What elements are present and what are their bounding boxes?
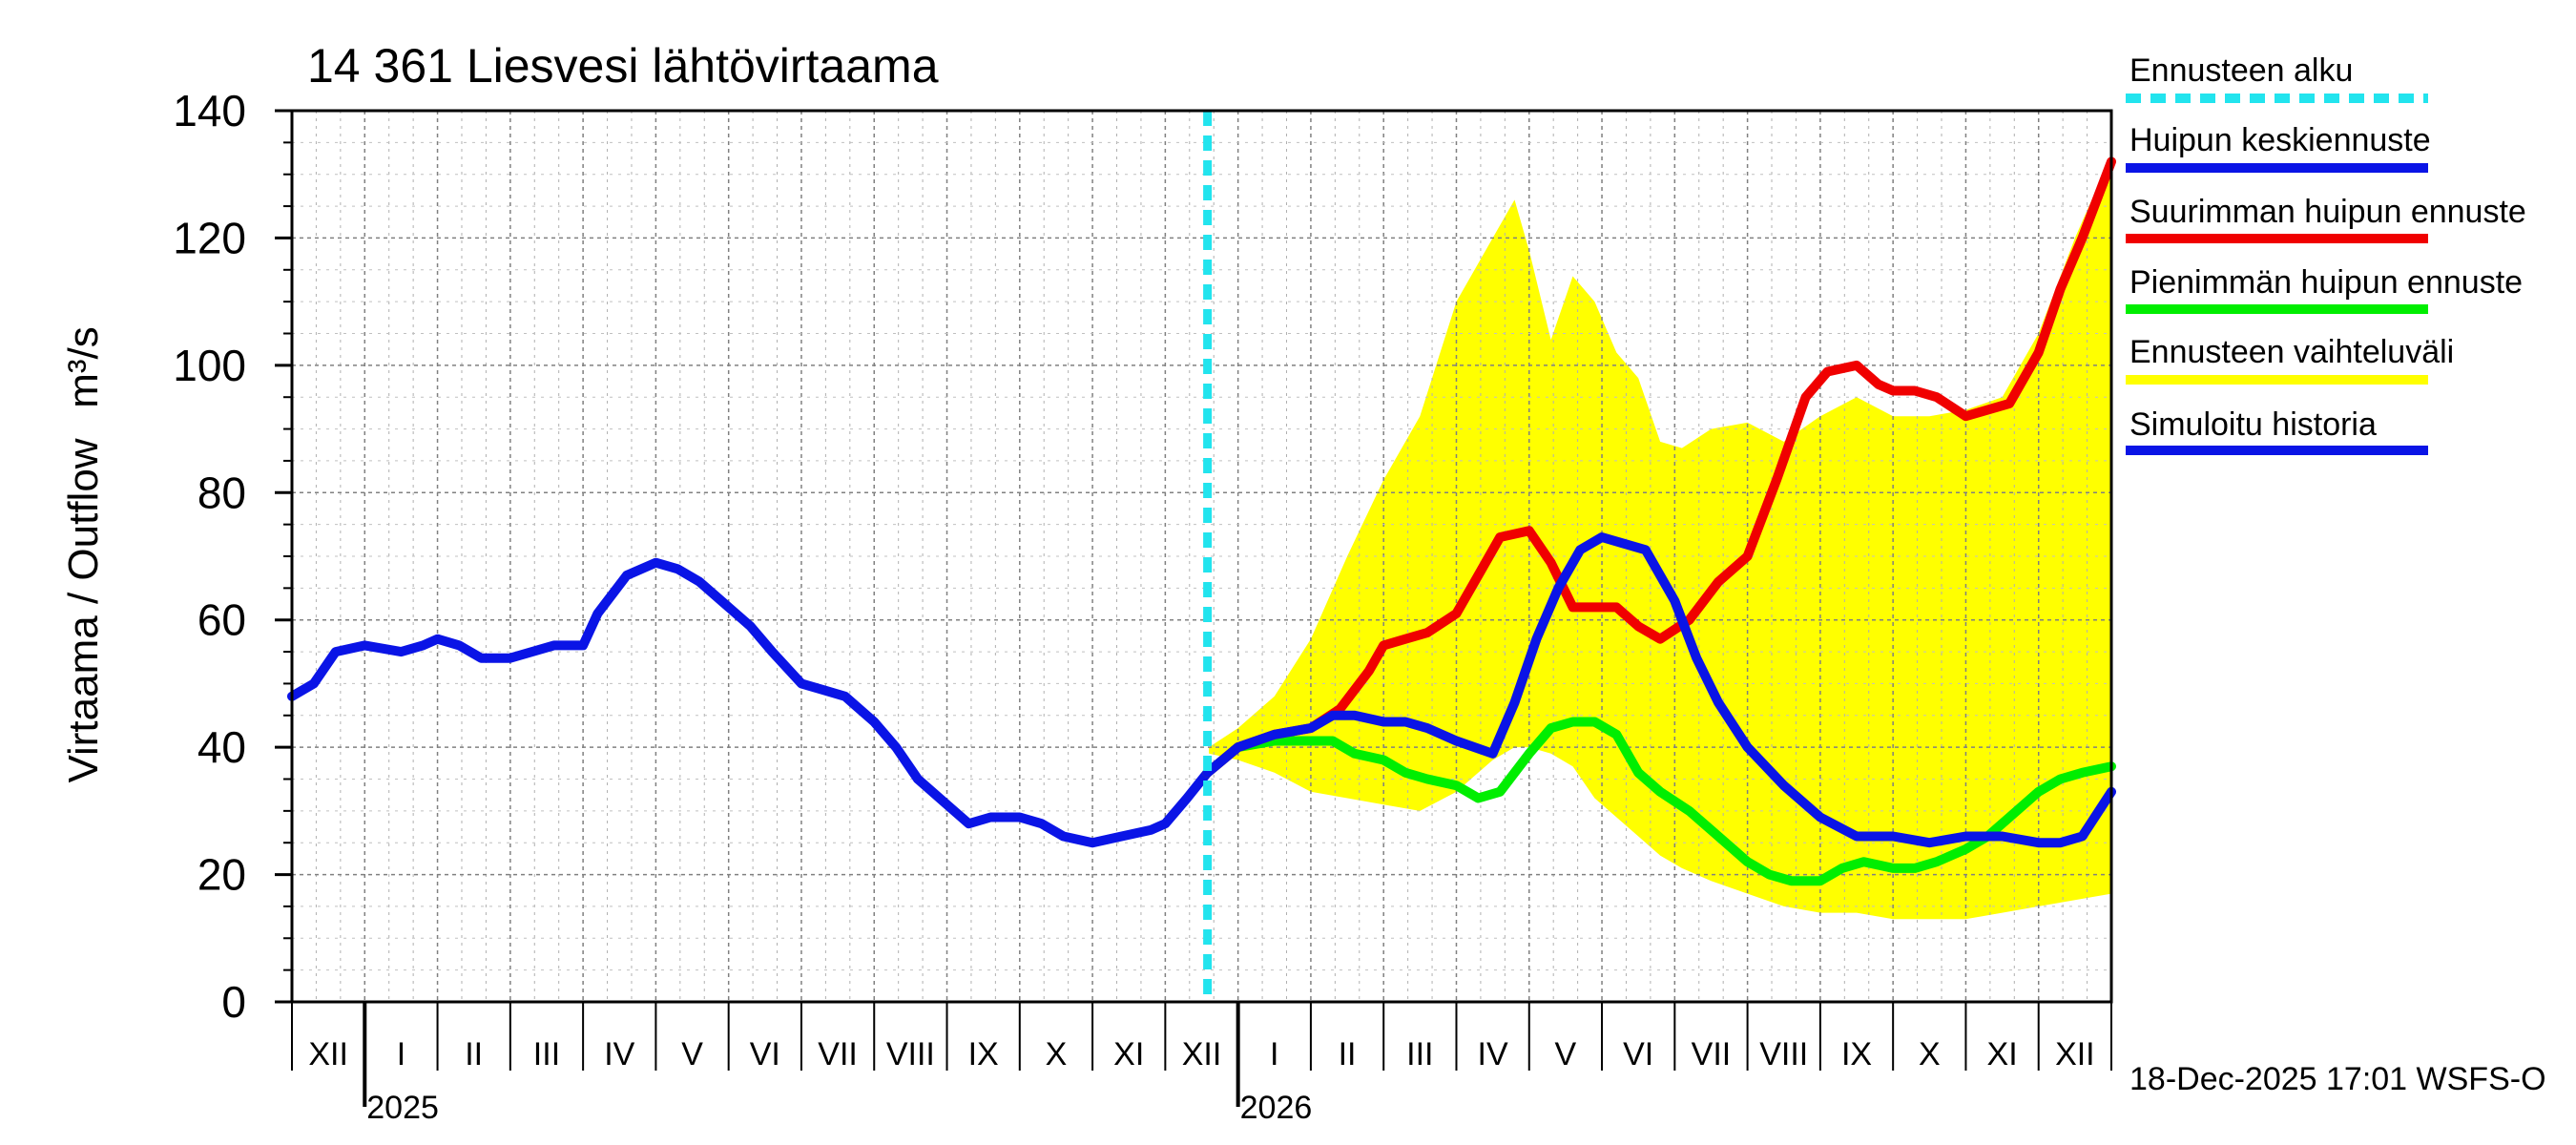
y-tick-label: 120 — [173, 213, 246, 262]
x-month-label: VII — [818, 1036, 858, 1072]
legend: Ennusteen alku Huipun keskiennuste Suurimm… — [2126, 52, 2526, 455]
x-month-label: II — [465, 1036, 483, 1072]
x-year-label: 2025 — [366, 1090, 439, 1126]
series-min-peak-forecast — [1202, 717, 2116, 886]
y-tick-label: 20 — [197, 850, 246, 900]
x-month-label: V — [1555, 1036, 1577, 1072]
x-month-label: XII — [2055, 1036, 2095, 1072]
x-month-label: III — [1406, 1036, 1433, 1072]
x-month-label: IV — [604, 1036, 634, 1072]
x-year-label: 2026 — [1240, 1090, 1313, 1126]
y-axis-unit: m³/s — [60, 326, 107, 408]
chart-title: 14 361 Liesvesi lähtövirtaama — [307, 39, 939, 93]
x-month-label: VII — [1692, 1036, 1732, 1072]
grid — [292, 111, 2111, 1002]
legend-label: Huipun keskiennuste — [2129, 122, 2431, 158]
x-month-label: XI — [1113, 1036, 1144, 1072]
x-month-label: I — [397, 1036, 405, 1072]
x-month-label: XI — [1987, 1036, 2018, 1072]
x-month-label: II — [1339, 1036, 1357, 1072]
legend-label: Ennusteen alku — [2129, 52, 2353, 89]
x-month-label: X — [1919, 1036, 1941, 1072]
y-tick-label: 140 — [173, 86, 246, 135]
y-axis: 0 20 40 60 80 100 120 140 — [173, 86, 292, 1027]
series-simulated-history — [287, 557, 1213, 848]
x-month-label: IX — [968, 1036, 999, 1072]
legend-label: Suurimman huipun ennuste — [2129, 194, 2526, 230]
x-month-label: VI — [1623, 1036, 1653, 1072]
series-mean-peak-forecast — [1202, 532, 2116, 848]
series-max-peak-forecast — [1202, 156, 2116, 778]
x-month-label: XII — [308, 1036, 348, 1072]
y-tick-label: 100 — [173, 341, 246, 390]
x-month-label: I — [1270, 1036, 1278, 1072]
x-month-label: IV — [1478, 1036, 1508, 1072]
x-month-label: X — [1046, 1036, 1068, 1072]
x-month-label: IX — [1841, 1036, 1872, 1072]
legend-label: Simuloitu historia — [2129, 406, 2377, 443]
series-lines — [287, 111, 2116, 1002]
y-tick-label: 80 — [197, 468, 246, 517]
x-month-label: XII — [1182, 1036, 1222, 1072]
x-month-label: V — [681, 1036, 703, 1072]
legend-label: Ennusteen vaihteluväli — [2129, 334, 2454, 370]
y-tick-label: 60 — [197, 595, 246, 645]
x-month-label: VI — [750, 1036, 780, 1072]
y-tick-label: 40 — [197, 722, 246, 772]
legend-label: Pienimmän huipun ennuste — [2129, 264, 2523, 301]
y-tick-label: 0 — [221, 977, 246, 1027]
y-axis-label: Virtaama / Outflow — [60, 438, 107, 782]
x-month-label: VIII — [886, 1036, 935, 1072]
x-month-label: III — [533, 1036, 560, 1072]
footer-timestamp: 18-Dec-2025 17:01 WSFS-O — [2129, 1061, 2546, 1097]
x-month-label: VIII — [1759, 1036, 1808, 1072]
